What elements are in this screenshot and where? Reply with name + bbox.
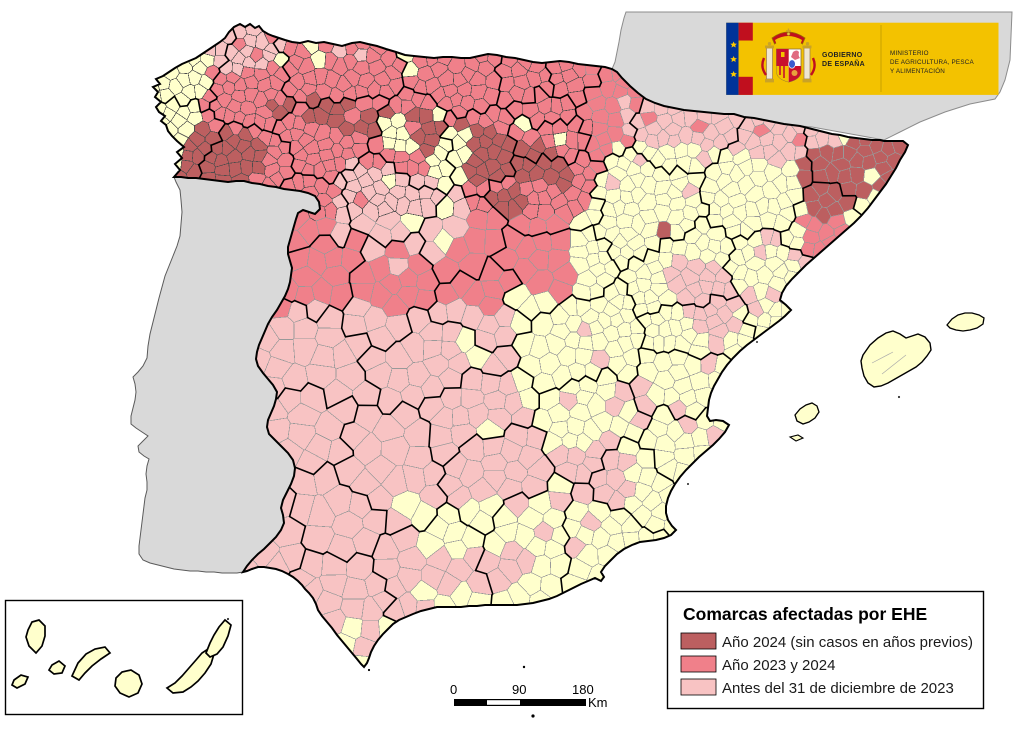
- svg-text:Año 2023 y 2024: Año 2023 y 2024: [722, 657, 835, 674]
- svg-text:Km: Km: [588, 695, 608, 710]
- svg-text:Año 2024 (sin casos en años pr: Año 2024 (sin casos en años previos): [722, 634, 973, 651]
- svg-text:DE AGRICULTURA, PESCA: DE AGRICULTURA, PESCA: [890, 59, 974, 66]
- svg-text:0: 0: [450, 682, 457, 697]
- svg-text:Antes del 31 de diciembre de 2: Antes del 31 de diciembre de 2023: [722, 680, 954, 697]
- svg-text:Comarcas afectadas por EHE: Comarcas afectadas por EHE: [683, 604, 927, 624]
- svg-text:Y ALIMENTACIÓN: Y ALIMENTACIÓN: [890, 66, 945, 75]
- svg-text:GOBIERNO: GOBIERNO: [822, 52, 863, 59]
- svg-text:180: 180: [572, 682, 594, 697]
- svg-text:DE ESPAÑA: DE ESPAÑA: [822, 59, 865, 68]
- svg-text:MINISTERIO: MINISTERIO: [890, 50, 929, 57]
- svg-text:90: 90: [512, 682, 526, 697]
